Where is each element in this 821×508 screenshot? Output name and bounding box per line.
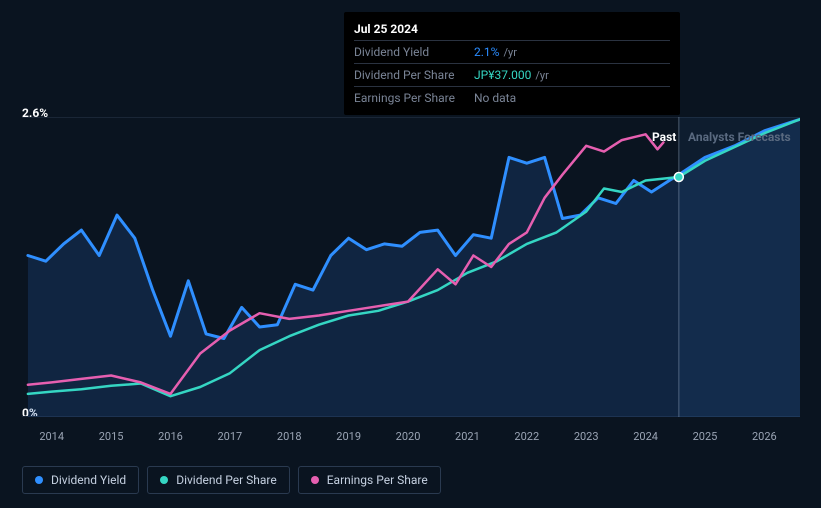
legend-item-dividend-per-share[interactable]: Dividend Per Share [147, 466, 290, 494]
x-tick-label: 2025 [693, 430, 718, 443]
x-tick-label: 2021 [455, 430, 480, 443]
tooltip-unit: /yr [535, 69, 548, 82]
legend-label: Earnings Per Share [327, 473, 428, 487]
region-label-forecast: Analysts Forecasts [688, 130, 791, 144]
tooltip-row: Dividend Yield 2.1% /yr [354, 41, 670, 64]
tooltip-date: Jul 25 2024 [354, 18, 670, 41]
legend-label: Dividend Yield [51, 473, 126, 487]
x-axis: 2014 2015 2016 2017 2018 2019 2020 2021 2022 2023… [22, 430, 800, 450]
x-tick-label: 2026 [752, 430, 777, 443]
x-tick-label: 2020 [396, 430, 421, 443]
tooltip-row: Dividend Per Share JP¥37.000 /yr [354, 64, 670, 87]
tooltip-unit: /yr [503, 46, 516, 59]
chart-plot-area[interactable] [22, 117, 800, 417]
chart-legend: Dividend Yield Dividend Per Share Earnin… [22, 466, 441, 494]
x-tick-label: 2023 [574, 430, 599, 443]
dividend-chart: Jul 25 2024 Dividend Yield 2.1% /yr Divi… [0, 0, 821, 508]
x-tick-label: 2019 [336, 430, 361, 443]
legend-dot [311, 476, 319, 484]
legend-item-earnings-per-share[interactable]: Earnings Per Share [298, 466, 441, 494]
x-tick-label: 2015 [99, 430, 124, 443]
x-tick-label: 2018 [277, 430, 302, 443]
tooltip-value: 2.1% [474, 45, 499, 59]
tooltip-label: Dividend Yield [354, 45, 474, 59]
x-tick-label: 2016 [158, 430, 183, 443]
tooltip-value: No data [474, 91, 516, 105]
legend-label: Dividend Per Share [176, 473, 277, 487]
x-tick-label: 2014 [39, 430, 64, 443]
tooltip-label: Dividend Per Share [354, 68, 474, 82]
x-tick-label: 2022 [514, 430, 539, 443]
x-tick-label: 2024 [633, 430, 658, 443]
region-label-past: Past [652, 130, 676, 144]
tooltip-label: Earnings Per Share [354, 91, 474, 105]
legend-dot [35, 476, 43, 484]
x-tick-label: 2017 [217, 430, 242, 443]
tooltip-row: Earnings Per Share No data [354, 87, 670, 109]
legend-dot [160, 476, 168, 484]
legend-item-dividend-yield[interactable]: Dividend Yield [22, 466, 139, 494]
chart-tooltip: Jul 25 2024 Dividend Yield 2.1% /yr Divi… [344, 12, 680, 115]
tooltip-value: JP¥37.000 [474, 68, 531, 82]
